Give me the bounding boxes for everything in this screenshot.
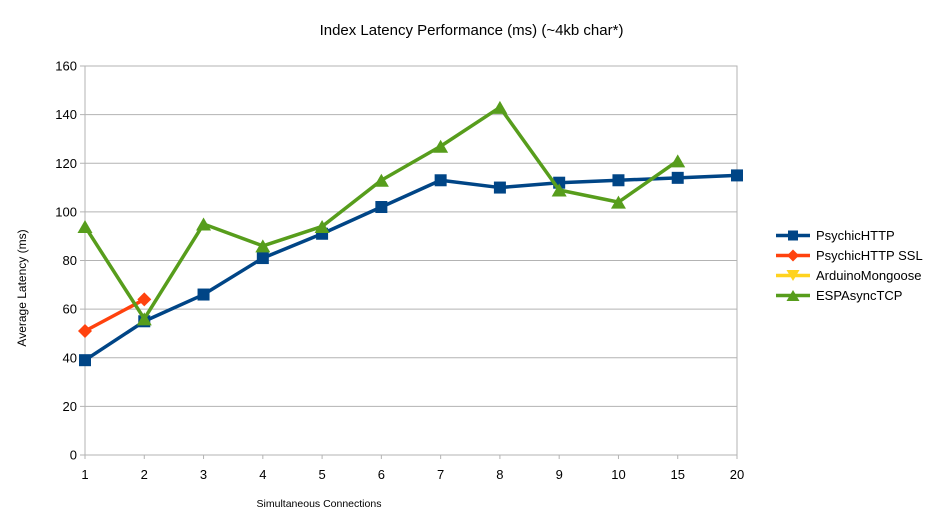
x-tick-label: 5 (318, 467, 325, 482)
marker-espasynctcp (610, 195, 626, 209)
series-line-espasynctcp (83, 105, 679, 321)
square-legend-icon (776, 230, 810, 240)
chart-legend: PsychicHTTP PsychicHTTP SSL ArduinoMongoos… (775, 225, 923, 305)
plot-border (84, 65, 738, 456)
marker-espasynctcp (433, 139, 449, 153)
y-tick-label: 120 (55, 156, 77, 171)
marker-psychichttp (493, 181, 506, 194)
marker-psychichttp (671, 171, 684, 184)
chart-title: Index Latency Performance (ms) (~4kb cha… (319, 22, 624, 39)
x-tick-label: 4 (259, 467, 266, 482)
triangle-down-legend-icon (776, 269, 810, 281)
legend-entry-psychichttp-ssl: PsychicHTTP SSL (775, 245, 923, 265)
marker-psychichttp-ssl (137, 292, 152, 307)
marker-psychichttp (612, 174, 625, 187)
legend-marker (787, 249, 799, 261)
x-tick-label: 15 (670, 467, 684, 482)
y-tick-label: 80 (63, 253, 77, 268)
marker-espasynctcp (255, 239, 271, 253)
marker-psychichttp (375, 201, 388, 214)
y-tick-label: 40 (63, 350, 77, 365)
x-tick-label: 20 (730, 467, 744, 482)
y-tick-label: 100 (55, 204, 77, 219)
legend-marker (786, 269, 800, 281)
marker-espasynctcp (670, 154, 686, 168)
legend-label: ArduinoMongoose (816, 267, 922, 283)
legend-entry-psychichttp: PsychicHTTP (775, 225, 923, 245)
marker-psychichttp (434, 174, 447, 187)
x-tick-label: 7 (437, 467, 444, 482)
marker-psychichttp-ssl (78, 324, 92, 339)
legend-marker (786, 289, 800, 301)
y-tick-label: 60 (63, 302, 77, 317)
x-tick-label: 2 (141, 467, 148, 482)
x-tick-label: 6 (378, 467, 385, 482)
marker-espasynctcp (136, 312, 152, 326)
y-tick-label: 20 (63, 399, 77, 414)
x-tick-label: 3 (200, 467, 207, 482)
legend-label: ESPAsyncTCP (816, 287, 903, 303)
marker-espasynctcp (492, 100, 508, 114)
y-tick-label: 160 (55, 59, 77, 74)
marker-psychichttp (79, 354, 91, 367)
y-tick-label: 140 (55, 107, 77, 122)
marker-espasynctcp (314, 219, 330, 233)
marker-psychichttp (197, 288, 210, 301)
marker-espasynctcp (373, 173, 389, 187)
y-tick-label: 0 (70, 448, 77, 463)
x-axis-title: Simultaneous Connections (256, 498, 382, 510)
y-axis-title: Average Latency (ms) (15, 229, 29, 347)
triangle-up-legend-icon (776, 289, 810, 301)
legend-marker (788, 230, 798, 240)
x-tick-label: 8 (496, 467, 503, 482)
x-tick-label: 10 (611, 467, 625, 482)
legend-entry-arduinomongoose: ArduinoMongoose (775, 265, 923, 285)
x-tick-label: 1 (81, 467, 88, 482)
marker-espasynctcp (196, 217, 212, 231)
diamond-legend-icon (776, 249, 810, 261)
marker-psychichttp (256, 252, 269, 265)
legend-entry-espasynctcp: ESPAsyncTCP (775, 285, 923, 305)
marker-espasynctcp (551, 183, 567, 197)
series-line-psychichttp (84, 173, 738, 362)
marker-espasynctcp (77, 219, 93, 233)
x-tick-label: 9 (556, 467, 563, 482)
legend-label: PsychicHTTP SSL (816, 247, 923, 263)
legend-label: PsychicHTTP (816, 227, 895, 243)
marker-psychichttp (731, 169, 743, 182)
